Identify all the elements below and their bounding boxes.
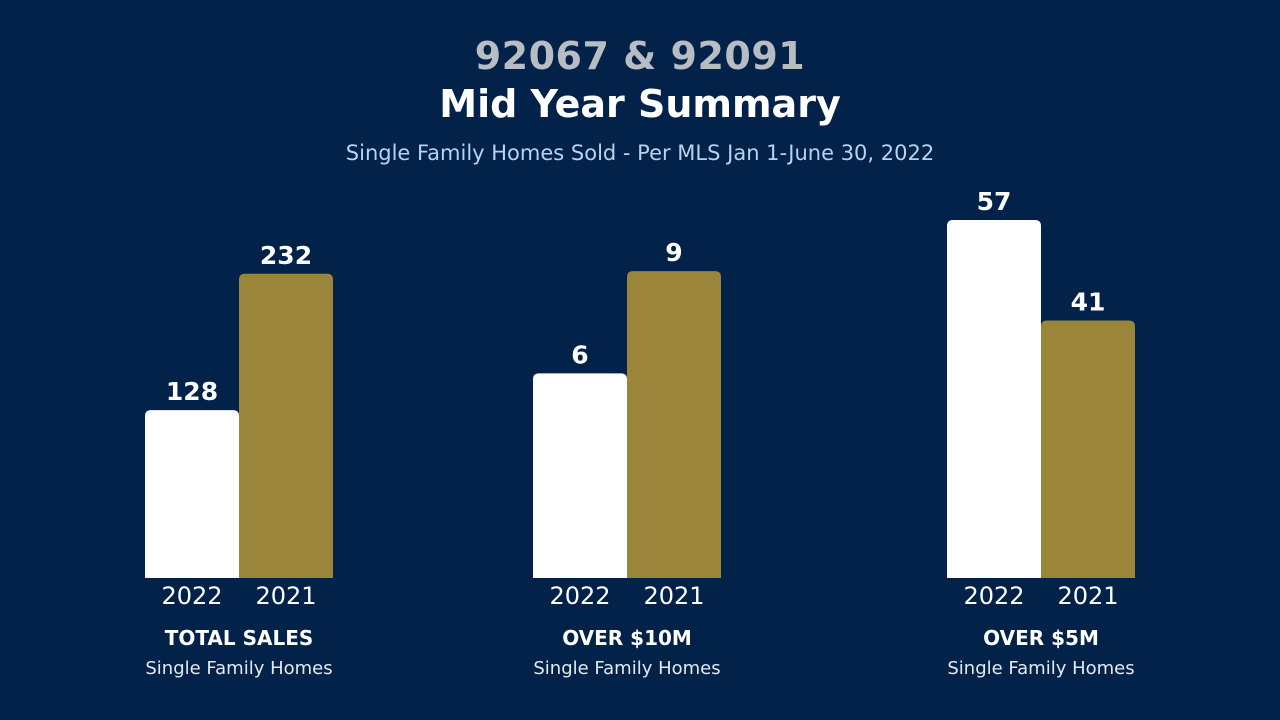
bar-2022-group-1 bbox=[145, 410, 239, 578]
bar-value-label-2021-group-3: 41 bbox=[1071, 287, 1106, 316]
page-title: Mid Year Summary bbox=[439, 82, 841, 126]
year-label-2021-group-2: 2021 bbox=[643, 582, 704, 610]
year-label-2022-group-1: 2022 bbox=[161, 582, 222, 610]
year-label-2022-group-3: 2022 bbox=[963, 582, 1024, 610]
group-subtitle-1: Single Family Homes bbox=[145, 658, 332, 679]
bar-2022-group-3 bbox=[947, 220, 1041, 578]
page-subtitle: Single Family Homes Sold - Per MLS Jan 1… bbox=[345, 141, 935, 165]
bar-value-label-2021-group-1: 232 bbox=[260, 241, 312, 270]
bar-value-label-2022-group-3: 57 bbox=[977, 187, 1012, 216]
group-title-2: OVER $10M bbox=[562, 626, 692, 650]
year-label-2021-group-1: 2021 bbox=[255, 582, 316, 610]
bar-2022-group-2 bbox=[533, 373, 627, 578]
year-label-2021-group-3: 2021 bbox=[1057, 582, 1118, 610]
group-title-1: TOTAL SALES bbox=[165, 626, 314, 650]
year-label-2022-group-2: 2022 bbox=[549, 582, 610, 610]
bar-2021-group-1 bbox=[239, 273, 333, 578]
bar-value-label-2021-group-2: 9 bbox=[665, 238, 682, 267]
bar-2021-group-2 bbox=[627, 271, 721, 578]
bar-2021-group-3 bbox=[1041, 320, 1135, 578]
group-title-3: OVER $5M bbox=[983, 626, 1099, 650]
group-subtitle-3: Single Family Homes bbox=[947, 658, 1134, 679]
zip-codes-heading: 92067 & 92091 bbox=[474, 34, 806, 78]
group-subtitle-2: Single Family Homes bbox=[533, 658, 720, 679]
bar-value-label-2022-group-1: 128 bbox=[166, 377, 218, 406]
bar-value-label-2022-group-2: 6 bbox=[571, 340, 588, 369]
